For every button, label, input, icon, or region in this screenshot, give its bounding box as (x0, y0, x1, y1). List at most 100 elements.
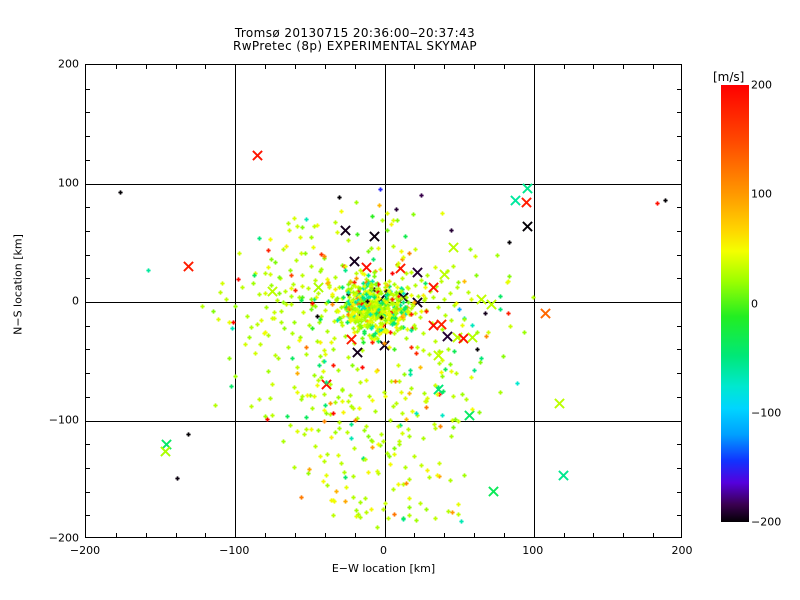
data-point-plus (399, 309, 405, 315)
data-point-plus (440, 413, 445, 418)
data-point-plus (362, 322, 367, 328)
data-point-plus (323, 403, 328, 408)
data-point-plus (336, 309, 341, 314)
data-point-plus (337, 285, 342, 290)
data-point-plus (374, 280, 380, 286)
data-point-plus (376, 286, 381, 291)
data-point-plus (483, 311, 489, 316)
data-point-plus (377, 328, 382, 333)
data-point-plus (391, 321, 396, 326)
data-point-plus (380, 309, 385, 314)
data-point-plus (401, 317, 406, 322)
data-point-plus (322, 392, 327, 397)
data-point-plus (359, 295, 364, 300)
data-point-plus (373, 324, 378, 329)
data-point-plus (449, 369, 454, 374)
data-point-plus (358, 310, 363, 315)
data-point-plus (363, 457, 368, 463)
data-point-plus (354, 271, 359, 276)
data-point-plus (321, 479, 326, 484)
data-point-plus (375, 307, 380, 312)
data-point-plus (436, 385, 441, 390)
data-point-plus (316, 291, 321, 296)
data-point-plus (402, 372, 407, 377)
data-point-plus (346, 306, 351, 311)
data-point-plus (398, 289, 404, 294)
data-point-plus (662, 197, 668, 203)
data-point-plus (292, 320, 298, 325)
data-point-plus (368, 308, 373, 313)
data-point-plus (387, 284, 392, 290)
data-point-plus (392, 282, 398, 287)
data-point-plus (367, 315, 373, 320)
x-tick-minor-top (623, 65, 624, 69)
y-tick-minor (86, 515, 90, 516)
data-point-plus (293, 288, 298, 293)
data-point-plus (282, 325, 287, 331)
data-point-plus (146, 267, 151, 273)
data-point-plus (506, 311, 511, 316)
data-point-plus (415, 413, 420, 418)
data-point-plus (353, 309, 358, 315)
data-point-plus (387, 309, 392, 314)
data-point-plus (295, 365, 301, 370)
data-point-plus (387, 279, 392, 284)
y-tick-minor (86, 136, 90, 137)
data-point-plus (401, 307, 406, 312)
data-point-plus (375, 312, 380, 317)
x-tick-label: 200 (671, 544, 693, 557)
data-point-plus (421, 293, 426, 298)
data-point-plus (378, 267, 384, 273)
data-point-plus (419, 309, 424, 314)
data-point-plus (367, 291, 372, 296)
data-point-plus (391, 318, 396, 323)
data-point-plus (376, 339, 381, 344)
data-point-plus (472, 368, 477, 373)
data-point-plus (272, 309, 277, 315)
data-point-plus (336, 368, 341, 373)
data-point-cross (488, 486, 499, 497)
data-point-plus (327, 283, 332, 288)
data-point-plus (387, 454, 392, 459)
data-point-plus (374, 315, 380, 320)
data-point-plus (351, 309, 356, 314)
data-point-plus (401, 517, 406, 522)
data-point-plus (446, 347, 451, 352)
data-point-plus (370, 398, 375, 404)
data-point-plus (395, 307, 400, 313)
data-point-plus (457, 334, 462, 339)
data-point-plus (262, 271, 268, 276)
x-tick-minor (414, 533, 415, 537)
data-point-plus (251, 280, 256, 286)
data-point-plus (269, 316, 275, 321)
data-point-plus (362, 428, 367, 433)
x-tick-minor (593, 533, 594, 537)
data-point-plus (331, 411, 336, 416)
data-point-plus (398, 296, 404, 302)
data-point-plus (386, 516, 392, 521)
data-point-plus (376, 309, 381, 315)
x-tick-label: −200 (69, 544, 101, 557)
data-point-plus (370, 333, 376, 338)
data-point-plus (306, 286, 311, 292)
data-point-plus (365, 248, 371, 254)
data-point-plus (361, 309, 366, 314)
data-point-plus (367, 283, 372, 288)
data-point-cross (368, 231, 380, 243)
data-point-plus (385, 293, 391, 298)
data-point-plus (363, 289, 368, 295)
data-point-plus (393, 379, 398, 384)
data-point-plus (353, 292, 358, 297)
data-point-plus (456, 280, 461, 285)
data-point-plus (419, 463, 424, 468)
data-point-plus (349, 312, 354, 317)
data-point-plus (319, 314, 324, 319)
data-point-plus (236, 277, 241, 282)
data-point-plus (394, 292, 399, 298)
data-point-plus (437, 361, 442, 366)
data-point-plus (377, 313, 382, 318)
data-point-plus (398, 423, 403, 428)
data-point-plus (412, 453, 417, 459)
data-point-plus (406, 513, 412, 519)
data-point-plus (364, 307, 370, 313)
